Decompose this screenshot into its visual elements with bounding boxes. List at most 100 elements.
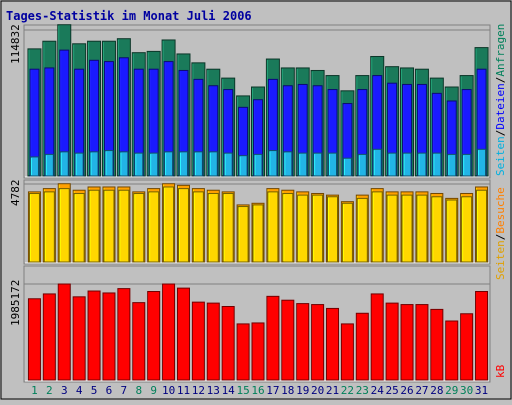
bar-seiten-day-7 <box>119 151 129 177</box>
chart-title: Tages-Statistik im Monat Juli 2006 <box>6 9 252 23</box>
bar-seiten-day-10 <box>164 151 174 177</box>
bar-seiten-day-25 <box>386 194 398 263</box>
bar-kb-day-5 <box>87 290 101 381</box>
bar-kb-day-13 <box>206 302 220 381</box>
bar-seiten-day-25 <box>387 152 397 177</box>
bar-seiten-day-27 <box>416 194 428 263</box>
bar-kb-day-11 <box>176 287 190 381</box>
bar-seiten-day-13 <box>208 151 218 177</box>
bar-seiten-day-15 <box>238 155 248 177</box>
bar-kb-day-21 <box>326 307 340 381</box>
bar-seiten-day-20 <box>312 194 324 263</box>
x-tick-label-day-1: 1 <box>31 384 38 397</box>
bar-kb-day-24 <box>370 293 384 381</box>
x-tick-label-day-9: 9 <box>150 384 157 397</box>
bar-seiten-day-23 <box>357 153 367 177</box>
bar-seiten-day-18 <box>282 192 294 263</box>
bar-kb-day-26 <box>400 304 414 381</box>
x-tick-label-day-13: 13 <box>207 384 220 397</box>
x-tick-label-day-20: 20 <box>311 384 324 397</box>
x-tick-label-day-18: 18 <box>281 384 294 397</box>
x-tick-label-day-31: 31 <box>475 384 488 397</box>
bar-seiten-day-21 <box>327 196 339 263</box>
bar-seiten-day-17 <box>268 150 278 177</box>
bar-seiten-day-18 <box>283 151 293 177</box>
bar-seiten-day-21 <box>328 152 338 177</box>
legend-separator: / <box>494 130 507 137</box>
y-tick-top: 114832 <box>9 24 22 64</box>
bar-seiten-day-28 <box>432 152 442 177</box>
legend-besuche: Besuche <box>494 187 507 233</box>
bar-seiten-day-1 <box>29 156 39 177</box>
x-tick-label-day-6: 6 <box>106 384 113 397</box>
bar-seiten-day-19 <box>297 194 309 263</box>
bar-seiten-day-23 <box>356 197 368 263</box>
bar-seiten-day-2 <box>43 191 55 263</box>
bar-kb-day-22 <box>340 323 354 381</box>
bar-seiten-day-15 <box>237 206 249 263</box>
bar-seiten-day-9 <box>149 152 159 177</box>
bar-kb-day-30 <box>460 313 474 381</box>
x-tick-label-day-3: 3 <box>61 384 68 397</box>
bar-seiten-day-17 <box>267 191 279 263</box>
bar-seiten-day-10 <box>163 186 175 263</box>
bar-seiten-day-12 <box>193 151 203 177</box>
legend-separator: / <box>494 234 507 241</box>
x-tick-label-day-25: 25 <box>386 384 399 397</box>
bar-seiten-day-11 <box>178 151 188 177</box>
bar-seiten-day-29 <box>446 199 458 263</box>
bar-kb-day-2 <box>42 293 56 381</box>
bar-seiten-day-2 <box>44 153 54 177</box>
x-tick-label-day-12: 12 <box>192 384 205 397</box>
bar-seiten-day-5 <box>88 189 100 263</box>
y-tick-middle: 4782 <box>9 180 22 207</box>
bar-seiten-day-7 <box>118 189 130 263</box>
bar-seiten-day-13 <box>207 192 219 263</box>
x-tick-label-day-14: 14 <box>222 384 236 397</box>
x-tick-label-day-27: 27 <box>415 384 428 397</box>
x-tick-label-day-2: 2 <box>46 384 53 397</box>
bar-kb-day-16 <box>251 322 265 381</box>
bar-seiten-day-11 <box>177 188 189 263</box>
x-tick-label-day-22: 22 <box>341 384 354 397</box>
x-tick-label-day-8: 8 <box>135 384 142 397</box>
bar-seiten-day-24 <box>371 191 383 263</box>
bar-kb-day-20 <box>311 304 325 381</box>
bar-seiten-day-6 <box>104 150 114 177</box>
bar-kb-day-29 <box>445 320 459 381</box>
bar-kb-day-19 <box>296 303 310 381</box>
bar-seiten-day-4 <box>73 192 85 263</box>
bar-kb-day-14 <box>221 306 235 381</box>
bar-seiten-day-31 <box>476 189 488 263</box>
bar-seiten-day-4 <box>74 152 84 177</box>
bar-seiten-day-30 <box>462 153 472 177</box>
bar-seiten-day-30 <box>461 196 473 263</box>
bar-seiten-day-20 <box>313 152 323 177</box>
legend-anfragen: Anfragen <box>494 24 507 77</box>
x-tick-label-day-11: 11 <box>177 384 190 397</box>
bar-kb-day-4 <box>72 296 86 381</box>
bar-seiten-day-12 <box>192 191 204 263</box>
bar-kb-day-25 <box>385 302 399 381</box>
x-tick-label-day-28: 28 <box>430 384 443 397</box>
bar-kb-day-27 <box>415 304 429 381</box>
bar-kb-day-31 <box>475 291 489 381</box>
x-tick-label-day-16: 16 <box>251 384 264 397</box>
bar-seiten-day-8 <box>134 152 144 177</box>
panels <box>23 24 491 383</box>
bar-seiten-day-28 <box>431 196 443 263</box>
bar-kb-day-23 <box>355 312 369 381</box>
bar-seiten-day-1 <box>28 192 40 263</box>
x-tick-labels: 1 2 3 4 5 6 7 8 9 10 11 12 13 14 15 16 17 18 19 20 21 22 23 24 2… <box>31 384 488 397</box>
bar-seiten-day-22 <box>341 202 353 263</box>
bar-seiten-day-3 <box>58 188 70 263</box>
bar-seiten-day-31 <box>477 148 487 177</box>
legend-seiten: Seiten <box>494 240 507 280</box>
x-tick-label-day-19: 19 <box>296 384 309 397</box>
x-tick-label-day-15: 15 <box>236 384 249 397</box>
x-tick-label-day-4: 4 <box>76 384 83 397</box>
x-tick-label-day-30: 30 <box>460 384 473 397</box>
x-tick-label-day-21: 21 <box>326 384 339 397</box>
